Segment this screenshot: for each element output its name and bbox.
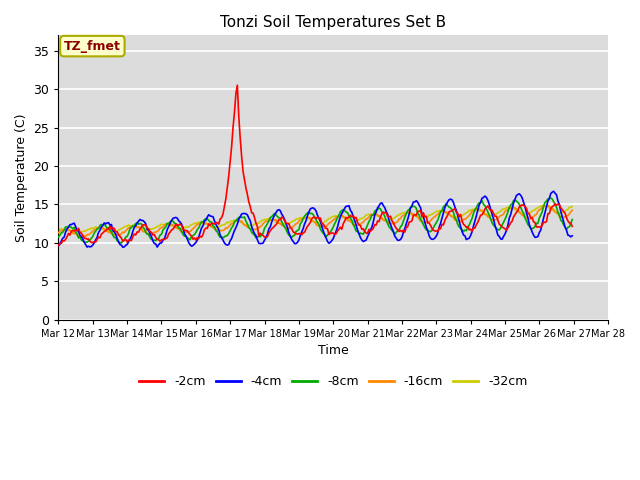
- Title: Tonzi Soil Temperatures Set B: Tonzi Soil Temperatures Set B: [220, 15, 446, 30]
- Y-axis label: Soil Temperature (C): Soil Temperature (C): [15, 113, 28, 242]
- Legend: -2cm, -4cm, -8cm, -16cm, -32cm: -2cm, -4cm, -8cm, -16cm, -32cm: [134, 370, 532, 393]
- X-axis label: Time: Time: [318, 344, 349, 357]
- Text: TZ_fmet: TZ_fmet: [64, 39, 121, 53]
